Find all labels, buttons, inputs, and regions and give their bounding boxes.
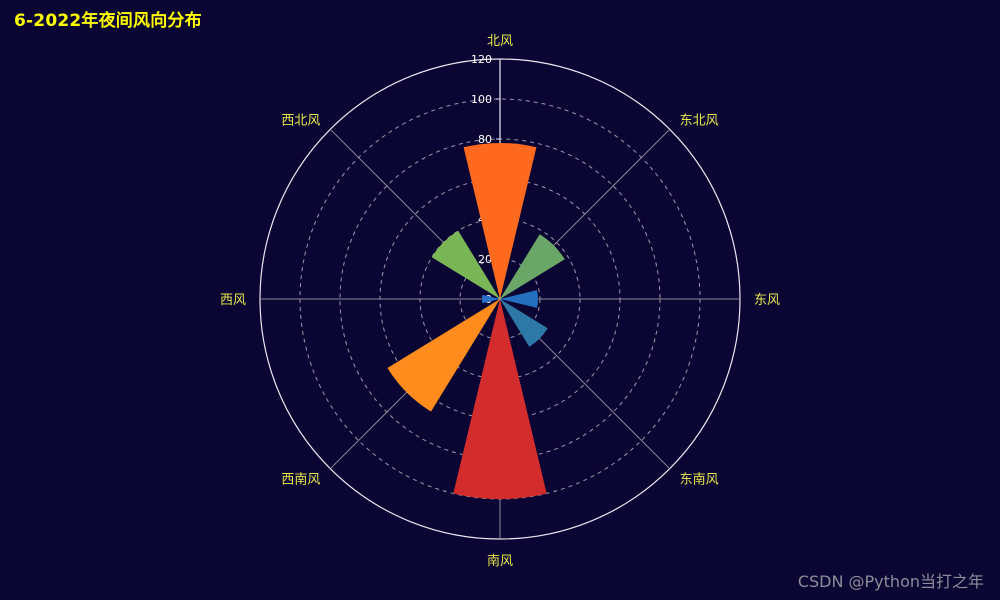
bar-4 bbox=[500, 299, 548, 347]
category-label: 南风 bbox=[487, 553, 513, 569]
bar-7 bbox=[482, 294, 500, 304]
category-label: 东南风 bbox=[680, 472, 719, 488]
radial-tick-label: 120 bbox=[471, 53, 492, 66]
category-label: 东北风 bbox=[680, 113, 719, 128]
radial-tick-label: 100 bbox=[471, 93, 492, 106]
chart-title: 6-2022年夜间风向分布 bbox=[14, 11, 202, 31]
bar-1 bbox=[463, 142, 537, 299]
bar-6 bbox=[387, 299, 500, 412]
category-label: 东风 bbox=[754, 293, 780, 308]
category-label: 西风 bbox=[220, 293, 246, 308]
radial-tick-label: 80 bbox=[478, 133, 492, 146]
bar-2 bbox=[500, 234, 565, 299]
bar-5 bbox=[453, 299, 547, 499]
category-label: 西北风 bbox=[281, 113, 320, 128]
category-label: 西南风 bbox=[281, 472, 320, 488]
watermark: CSDN @Python当打之年 bbox=[797, 572, 984, 591]
bar-3 bbox=[500, 290, 538, 308]
bar-8 bbox=[431, 230, 500, 299]
radial-tick-label: 20 bbox=[478, 253, 492, 266]
category-label: 北风 bbox=[487, 34, 513, 49]
